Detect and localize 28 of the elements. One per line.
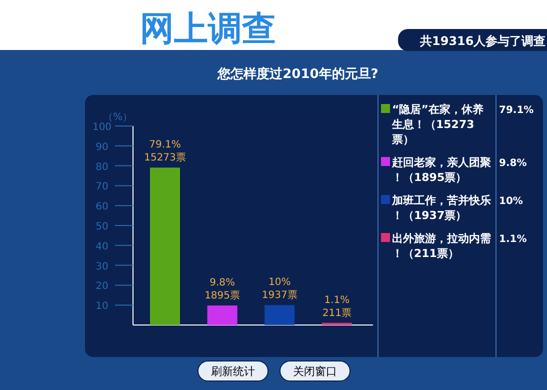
y-tick-label: 70 [96, 182, 108, 193]
chart-subtitle: 网上调查 [140, 9, 276, 49]
legend-label: 出外旅游，拉动内需！（211票） [392, 232, 491, 260]
text: 刷新统计 [211, 365, 255, 378]
text: 1.1% [499, 234, 527, 245]
y-tick-label: 100 [92, 122, 112, 133]
data-label: 79.1% 15273票 [144, 140, 186, 164]
text: 共19316人参与了调查 [419, 34, 546, 48]
y-tick-label: 20 [96, 281, 108, 292]
data-label: 9.8% 1895票 [204, 278, 240, 302]
data-label: 1.1% 211票 [322, 294, 352, 319]
y-tick-label: 90 [96, 142, 108, 153]
text: 10% [499, 196, 523, 207]
y-tick-label: 50 [96, 222, 108, 232]
y-tick-label: 30 [96, 261, 108, 272]
y-tick-label: 40 [96, 241, 108, 252]
text: 关闭窗口 [293, 365, 337, 378]
data-label: 10% 1937票 [262, 277, 298, 302]
y-tick-label: 80 [96, 162, 108, 173]
y-axis-title: （%） [103, 112, 133, 123]
chart-title: 您怎样度过2010年的元旦? [216, 66, 378, 82]
legend-label: 加班工作，苦并快乐！（1937票） [391, 194, 491, 222]
y-tick-label: 60 [96, 202, 108, 213]
text: 9.8% [499, 158, 527, 169]
legend-label: 赶回老家，亲人团聚！（1895票） [391, 156, 491, 184]
text: 79.1% [499, 105, 534, 116]
y-tick-label: 10 [96, 301, 108, 312]
legend-label: “隐居”在家，休养生息！（15273票） [391, 103, 484, 146]
